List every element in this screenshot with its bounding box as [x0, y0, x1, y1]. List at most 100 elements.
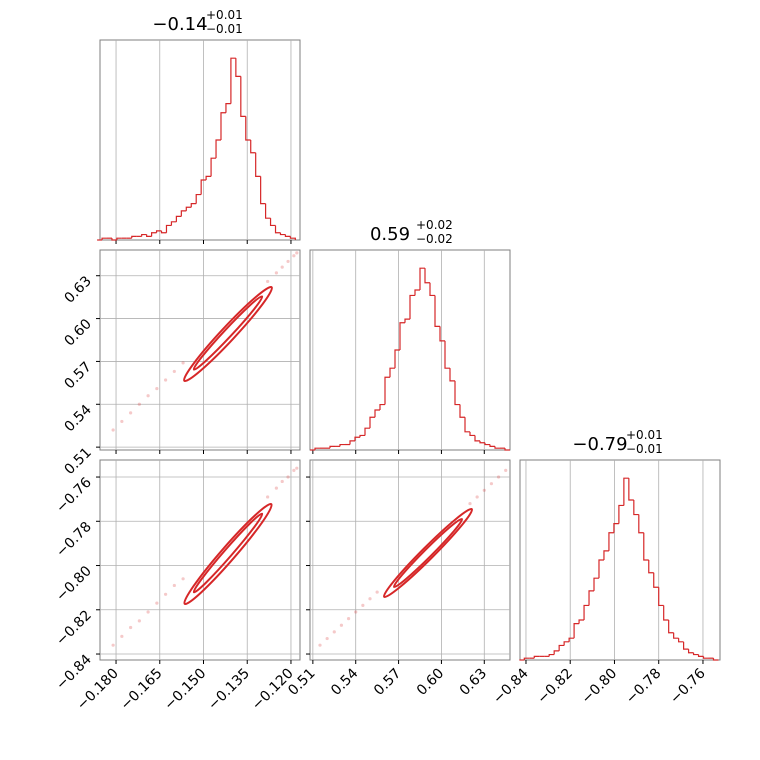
- y-tick-label: −0.82: [53, 607, 95, 649]
- hist-bin: [255, 152, 261, 177]
- hist-bin: [205, 175, 212, 180]
- title-upper: +0.01: [206, 8, 243, 22]
- hist-bin: [279, 232, 286, 236]
- hist-bin: [578, 619, 585, 624]
- hist-bin: [558, 644, 565, 651]
- hist-bin: [712, 658, 719, 661]
- hist-bin: [563, 641, 570, 646]
- hist-bin: [314, 447, 320, 450]
- point: [375, 590, 379, 594]
- contour: [192, 512, 264, 594]
- hist-bin: [185, 206, 192, 211]
- hist-bin: [195, 193, 202, 204]
- hist-bin: [479, 440, 485, 444]
- title-lower: −0.01: [206, 22, 243, 36]
- hist-bin: [484, 442, 490, 446]
- hist-bin: [404, 318, 410, 323]
- panel-frame: [99, 39, 301, 241]
- point: [286, 475, 290, 479]
- hist-bin: [603, 550, 609, 560]
- hist-bin: [434, 295, 440, 327]
- hist-bin: [687, 649, 694, 654]
- hist-bin: [429, 282, 435, 297]
- hist-bin: [364, 427, 370, 436]
- hist-bin: [349, 440, 355, 445]
- hist-bin: [653, 572, 659, 588]
- hist-bin: [399, 322, 405, 350]
- panel: 0.59 +0.02−0.02: [309, 218, 511, 454]
- hist-bin: [409, 294, 415, 320]
- point: [111, 643, 115, 647]
- hist-bin: [151, 232, 157, 237]
- point: [163, 592, 168, 596]
- hist-bin: [284, 234, 291, 237]
- point: [354, 610, 358, 614]
- hist-bin: [414, 289, 420, 296]
- point: [266, 495, 270, 499]
- y-tick-label: −0.78: [53, 519, 95, 561]
- hist-bin: [339, 443, 345, 447]
- hist-bin: [220, 112, 226, 140]
- hist-bin: [449, 368, 455, 382]
- point: [129, 625, 133, 630]
- point: [155, 386, 159, 391]
- y-tick-label: 0.51: [61, 445, 94, 478]
- hist-bin: [608, 532, 614, 551]
- x-tick-label: −0.165: [118, 666, 166, 714]
- hist-bin: [419, 267, 425, 290]
- point: [286, 259, 290, 264]
- point: [146, 394, 150, 398]
- hist-bin: [369, 416, 375, 429]
- hist-bin: [245, 116, 251, 141]
- hist-bin: [180, 210, 187, 217]
- hist-bin: [464, 417, 470, 433]
- hist-bin: [588, 590, 595, 606]
- y-tick-label: −0.76: [53, 474, 95, 516]
- hist-bin: [633, 500, 639, 516]
- point: [266, 279, 270, 284]
- title-lower: −0.01: [626, 442, 663, 456]
- hist-bin: [379, 403, 385, 410]
- point: [339, 623, 344, 627]
- point: [163, 378, 168, 382]
- hist-bin: [111, 238, 117, 241]
- hist-bin: [593, 577, 599, 591]
- hist-bin: [668, 620, 674, 634]
- point: [332, 630, 336, 634]
- contour: [382, 507, 474, 599]
- hist-bin: [673, 632, 679, 639]
- x-tick-label: 0.63: [457, 666, 490, 699]
- point: [111, 428, 115, 432]
- hist-bin: [389, 367, 395, 378]
- hist-bin: [702, 656, 709, 659]
- hist-bin: [643, 532, 649, 561]
- hist-bin: [329, 445, 335, 449]
- hist-bin: [200, 179, 207, 195]
- hist-bin: [250, 140, 256, 154]
- hist-bin: [533, 655, 540, 659]
- contour: [192, 295, 264, 371]
- title-upper: +0.02: [416, 218, 453, 232]
- point: [489, 482, 494, 486]
- hist-bin: [235, 58, 241, 77]
- point: [295, 251, 299, 255]
- point: [346, 617, 351, 621]
- point: [274, 271, 278, 275]
- point: [120, 419, 124, 424]
- panel-frame: [309, 459, 511, 661]
- hist-bin: [424, 268, 430, 284]
- hist-bin: [638, 514, 644, 534]
- hist-bin: [260, 176, 266, 205]
- point: [318, 643, 322, 647]
- contour: [183, 285, 273, 383]
- hist-bin: [439, 326, 445, 342]
- hist-bin: [683, 641, 689, 650]
- hist-bin: [648, 560, 654, 574]
- point: [292, 468, 296, 472]
- panel: 0.51 0.54 0.57 0.60 0.63: [61, 249, 301, 478]
- hist-bin: [504, 448, 510, 451]
- hist-bin: [454, 380, 460, 406]
- panel-title: −0.79: [572, 434, 627, 455]
- contours: [183, 285, 474, 606]
